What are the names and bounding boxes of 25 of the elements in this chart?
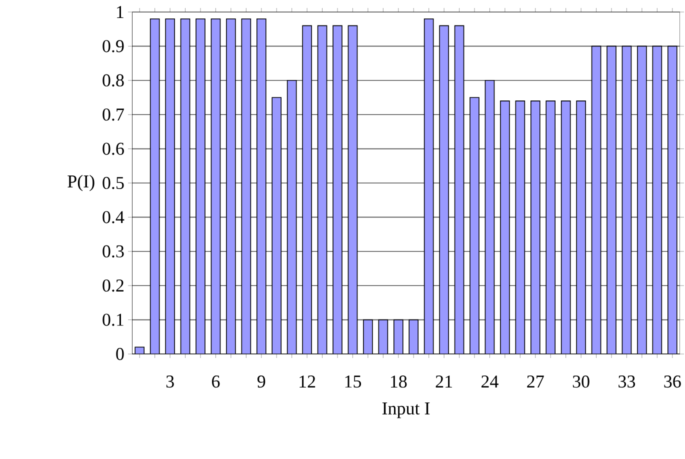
y-tick-label: 0.5 — [102, 176, 124, 190]
x-tick-label: 6 — [212, 376, 220, 388]
x-tick-label: 3 — [166, 376, 174, 388]
x-tick-label: 30 — [572, 376, 590, 388]
y-tick-label: 0.9 — [102, 40, 124, 52]
x-tick-label: 21 — [436, 376, 452, 388]
x-tick-label: 36 — [664, 376, 681, 388]
y-axis-title: P(I) — [68, 174, 94, 192]
y-tick-label: 0.1 — [102, 314, 124, 326]
x-tick-label: 9 — [257, 376, 266, 388]
y-tick-label: 0.7 — [102, 108, 124, 121]
y-tick-label: 0.4 — [102, 211, 124, 224]
x-tick-label: 33 — [618, 376, 636, 388]
x-axis-title: Input I — [382, 402, 430, 418]
x-tick-label: 24 — [482, 376, 498, 388]
x-tick-label: 18 — [390, 376, 407, 388]
y-tick-label: 0.8 — [102, 74, 124, 87]
x-tick-label: 12 — [300, 376, 316, 388]
x-tick-label: 27 — [527, 376, 544, 388]
y-tick-label: 0.3 — [102, 245, 124, 258]
y-tick-label: 0 — [116, 348, 124, 360]
y-tick-label: 0.6 — [102, 142, 124, 155]
y-tick-label: 0.2 — [102, 279, 124, 292]
x-tick-label: 15 — [345, 376, 362, 388]
y-tick-label: 1 — [117, 6, 124, 18]
